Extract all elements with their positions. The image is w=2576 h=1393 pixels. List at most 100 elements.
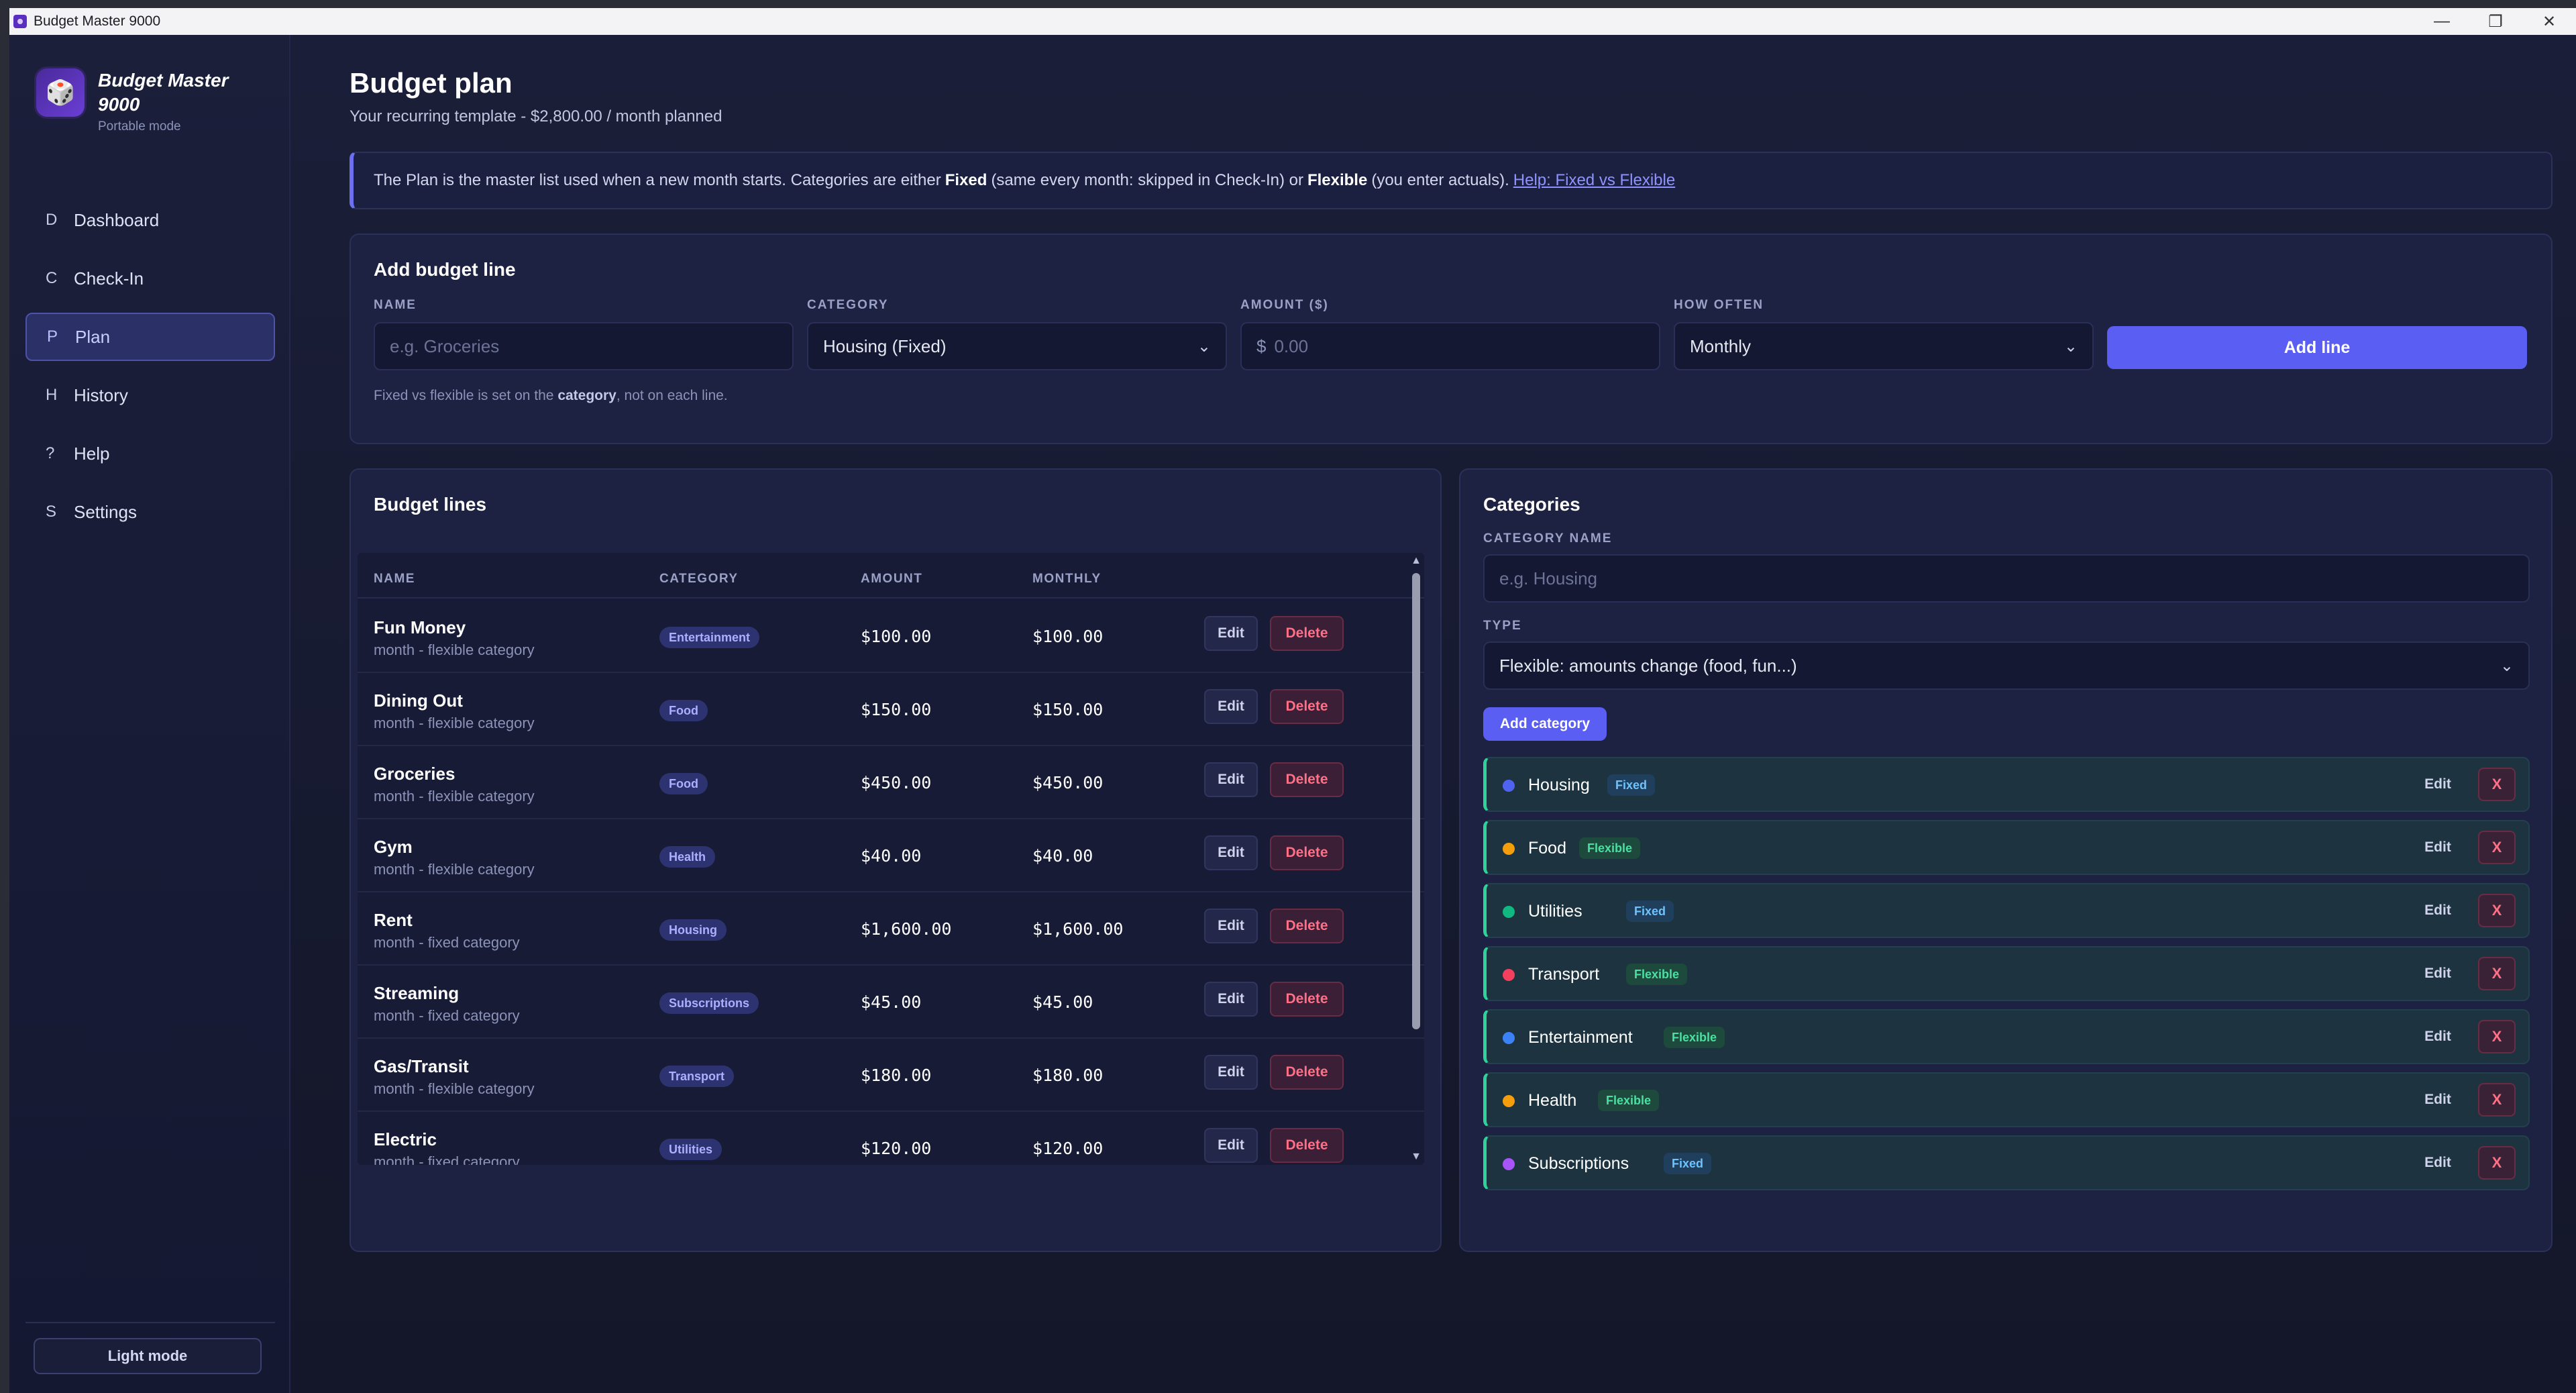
add-line-title: Add budget line bbox=[374, 259, 516, 280]
delete-category-button[interactable]: X bbox=[2478, 957, 2516, 990]
category-item-transport[interactable]: Transport Flexible Edit X bbox=[1483, 946, 2530, 1001]
sidebar-item-settings[interactable]: S Settings bbox=[25, 488, 275, 536]
nav-label: Settings bbox=[74, 501, 137, 522]
add-category-button[interactable]: Add category bbox=[1483, 707, 1607, 741]
line-monthly: $120.00 bbox=[1032, 1139, 1104, 1158]
scroll-up-icon[interactable]: ▲ bbox=[1411, 555, 1421, 566]
window-title: Budget Master 9000 bbox=[34, 13, 161, 29]
budget-lines-table[interactable]: NAME CATEGORY AMOUNT MONTHLY Fun Money mo… bbox=[358, 553, 1424, 1165]
help-fixed-flexible-link[interactable]: Help: Fixed vs Flexible bbox=[1513, 171, 1676, 189]
category-type-value: Flexible: amounts change (food, fun...) bbox=[1499, 655, 1797, 676]
category-item-food[interactable]: Food Flexible Edit X bbox=[1483, 820, 2530, 875]
category-item-utilities[interactable]: Utilities Fixed Edit X bbox=[1483, 883, 2530, 938]
table-scrollbar[interactable]: ▲ ▼ bbox=[1408, 553, 1424, 1165]
category-item-health[interactable]: Health Flexible Edit X bbox=[1483, 1072, 2530, 1127]
delete-line-button[interactable]: Delete bbox=[1270, 1128, 1344, 1163]
brand: 🎲 Budget Master 9000 Portable mode bbox=[36, 68, 259, 134]
budget-lines-title: Budget lines bbox=[374, 494, 487, 515]
edit-line-button[interactable]: Edit bbox=[1204, 1128, 1258, 1163]
line-name: Streaming bbox=[374, 983, 460, 1003]
window-titlebar[interactable]: Budget Master 9000 — ❐ ✕ bbox=[9, 8, 2576, 35]
category-color-dot bbox=[1503, 780, 1515, 792]
edit-category-button[interactable]: Edit bbox=[2424, 776, 2451, 792]
nav-label: Plan bbox=[75, 326, 111, 347]
delete-category-button[interactable]: X bbox=[2478, 1083, 2516, 1117]
edit-line-button[interactable]: Edit bbox=[1204, 835, 1258, 870]
edit-category-button[interactable]: Edit bbox=[2424, 1029, 2451, 1044]
table-row[interactable]: Rent month - fixed category Housing $1,600.… bbox=[358, 892, 1424, 966]
category-type-badge: Flexible bbox=[1598, 1090, 1660, 1111]
edit-line-button[interactable]: Edit bbox=[1204, 909, 1258, 943]
edit-category-button[interactable]: Edit bbox=[2424, 1092, 2451, 1107]
edit-category-button[interactable]: Edit bbox=[2424, 1155, 2451, 1170]
table-row[interactable]: Streaming month - fixed category Subscript… bbox=[358, 966, 1424, 1039]
delete-line-button[interactable]: Delete bbox=[1270, 689, 1344, 724]
line-name: Electric bbox=[374, 1129, 437, 1149]
scroll-down-icon[interactable]: ▼ bbox=[1411, 1151, 1421, 1162]
line-sub: month - flexible category bbox=[374, 715, 535, 731]
table-row[interactable]: Fun Money month - flexible category Entert… bbox=[358, 600, 1424, 673]
edit-category-button[interactable]: Edit bbox=[2424, 966, 2451, 981]
sidebar-item-plan[interactable]: P Plan bbox=[25, 313, 275, 361]
category-color-dot bbox=[1503, 843, 1515, 855]
categories-card: Categories CATEGORY NAME TYPE Flexible: … bbox=[1459, 468, 2553, 1252]
edit-line-button[interactable]: Edit bbox=[1204, 689, 1258, 724]
edit-line-button[interactable]: Edit bbox=[1204, 982, 1258, 1017]
restore-icon[interactable]: ❐ bbox=[2488, 12, 2503, 31]
delete-line-button[interactable]: Delete bbox=[1270, 909, 1344, 943]
delete-category-button[interactable]: X bbox=[2478, 768, 2516, 801]
sidebar-item-dashboard[interactable]: D Dashboard bbox=[25, 196, 275, 244]
banner-flexible: Flexible bbox=[1307, 171, 1368, 189]
line-amount: $1,600.00 bbox=[861, 919, 952, 939]
category-badge: Food bbox=[659, 700, 708, 721]
hint-text-2: , not on each line. bbox=[616, 388, 728, 403]
table-row[interactable]: Gas/Transit month - flexible category Tran… bbox=[358, 1039, 1424, 1112]
nav-label: History bbox=[74, 384, 128, 405]
category-type-badge: Fixed bbox=[1626, 900, 1674, 922]
light-mode-button[interactable]: Light mode bbox=[34, 1338, 262, 1374]
category-select[interactable]: Housing (Fixed) ⌄ bbox=[807, 322, 1227, 370]
line-monthly: $450.00 bbox=[1032, 773, 1104, 792]
edit-line-button[interactable]: Edit bbox=[1204, 762, 1258, 797]
how-often-select[interactable]: Monthly ⌄ bbox=[1674, 322, 2094, 370]
amount-placeholder: 0.00 bbox=[1274, 336, 1309, 356]
delete-category-button[interactable]: X bbox=[2478, 894, 2516, 927]
sidebar-item-history[interactable]: H History bbox=[25, 371, 275, 419]
close-icon[interactable]: ✕ bbox=[2542, 12, 2557, 31]
edit-category-button[interactable]: Edit bbox=[2424, 839, 2451, 855]
sidebar-item-check-in[interactable]: C Check-In bbox=[25, 254, 275, 303]
scroll-thumb[interactable] bbox=[1412, 573, 1420, 1029]
how-often-label: HOW OFTEN bbox=[1674, 298, 1764, 312]
table-row[interactable]: Gym month - flexible category Health $40.00… bbox=[358, 819, 1424, 892]
delete-line-button[interactable]: Delete bbox=[1270, 982, 1344, 1017]
delete-category-button[interactable]: X bbox=[2478, 1146, 2516, 1180]
category-item-subscriptions[interactable]: Subscriptions Fixed Edit X bbox=[1483, 1135, 2530, 1190]
th-name: NAME bbox=[374, 572, 415, 586]
table-row[interactable]: Electric month - fixed category Utilities $… bbox=[358, 1112, 1424, 1165]
line-amount: $40.00 bbox=[861, 846, 922, 866]
category-item-entertainment[interactable]: Entertainment Flexible Edit X bbox=[1483, 1009, 2530, 1064]
edit-category-button[interactable]: Edit bbox=[2424, 902, 2451, 918]
edit-line-button[interactable]: Edit bbox=[1204, 616, 1258, 651]
delete-category-button[interactable]: X bbox=[2478, 831, 2516, 864]
how-often-value: Monthly bbox=[1690, 336, 1752, 356]
line-name: Gas/Transit bbox=[374, 1056, 469, 1076]
add-line-button[interactable]: Add line bbox=[2107, 326, 2527, 369]
name-input[interactable] bbox=[374, 322, 794, 370]
minimize-icon[interactable]: — bbox=[2434, 12, 2450, 30]
chevron-down-icon: ⌄ bbox=[2063, 337, 2078, 356]
category-name: Entertainment bbox=[1528, 1028, 1633, 1047]
edit-line-button[interactable]: Edit bbox=[1204, 1055, 1258, 1090]
amount-input[interactable]: $ 0.00 bbox=[1240, 322, 1660, 370]
delete-line-button[interactable]: Delete bbox=[1270, 762, 1344, 797]
category-item-housing[interactable]: Housing Fixed Edit X bbox=[1483, 757, 2530, 812]
sidebar-item-help[interactable]: ? Help bbox=[25, 429, 275, 478]
table-row[interactable]: Dining Out month - flexible category Food $… bbox=[358, 673, 1424, 746]
category-type-select[interactable]: Flexible: amounts change (food, fun...) … bbox=[1483, 641, 2530, 690]
delete-line-button[interactable]: Delete bbox=[1270, 616, 1344, 651]
delete-category-button[interactable]: X bbox=[2478, 1020, 2516, 1053]
table-row[interactable]: Groceries month - flexible category Food $4… bbox=[358, 746, 1424, 819]
delete-line-button[interactable]: Delete bbox=[1270, 835, 1344, 870]
category-name-input[interactable] bbox=[1483, 554, 2530, 603]
delete-line-button[interactable]: Delete bbox=[1270, 1055, 1344, 1090]
